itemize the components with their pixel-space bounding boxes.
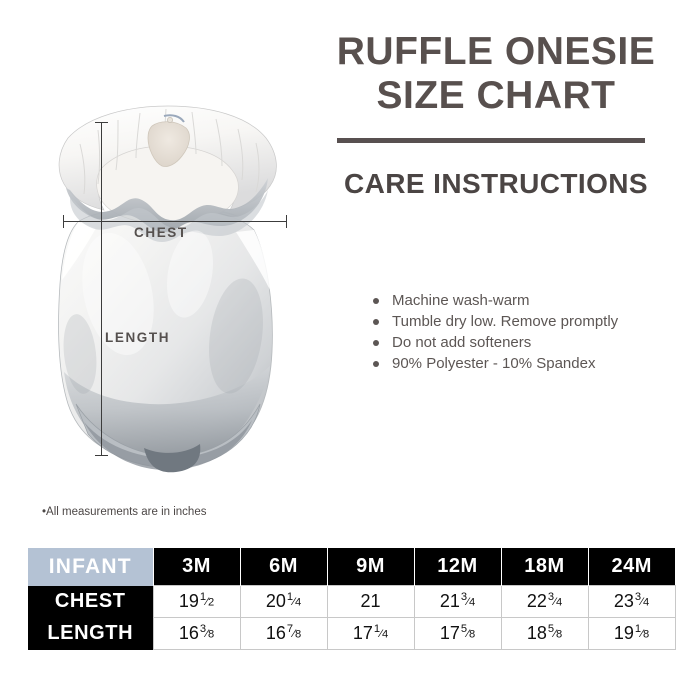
length-measure-label: LENGTH (105, 330, 171, 345)
table-row: CHEST 191⁄2 201⁄4 21 213⁄4 223⁄4 233⁄4 (28, 585, 676, 618)
header-cell-infant: INFANT (28, 548, 153, 586)
cell-chest-9m: 21 (326, 585, 415, 618)
cell-length-9m: 171⁄4 (326, 617, 415, 650)
care-item-text: Machine wash-warm (392, 292, 530, 309)
bullet-icon (373, 318, 379, 325)
row-label-length: LENGTH (28, 617, 153, 650)
measurement-units-footnote: •All measurements are in inches (42, 506, 207, 518)
header-cell-size: 6M (239, 548, 327, 586)
cell-length-18m: 185⁄8 (500, 617, 589, 650)
cell-length-12m: 175⁄8 (413, 617, 502, 650)
care-item-text: 90% Polyester - 10% Spandex (392, 355, 596, 372)
chest-measure-cap-right (286, 215, 287, 228)
header-cell-size: 18M (500, 548, 588, 586)
cell-chest-18m: 223⁄4 (500, 585, 589, 618)
chest-measure-cap-left (63, 215, 64, 228)
length-measure-cap-top (95, 122, 108, 123)
row-label-chest: CHEST (28, 585, 153, 618)
care-list-item: Machine wash-warm (372, 290, 682, 311)
care-list-item: 90% Polyester - 10% Spandex (372, 353, 682, 374)
care-instructions-list: Machine wash-warm Tumble dry low. Remove… (372, 290, 682, 374)
cell-length-24m: 191⁄8 (587, 617, 676, 650)
length-measure-cap-bottom (95, 455, 108, 456)
cell-chest-24m: 233⁄4 (587, 585, 676, 618)
page-title: RUFFLE ONESIE SIZE CHART (300, 30, 692, 118)
length-measure-line (101, 122, 102, 456)
title-line-1: RUFFLE ONESIE (336, 30, 656, 73)
size-table: INFANT 3M 6M 9M 12M 18M 24M CHEST 191⁄2 … (28, 548, 676, 650)
cell-chest-3m: 191⁄2 (152, 585, 241, 618)
cell-length-6m: 167⁄8 (239, 617, 328, 650)
cell-chest-6m: 201⁄4 (239, 585, 328, 618)
header-cell-size: 12M (413, 548, 501, 586)
header-cell-size: 9M (326, 548, 414, 586)
care-item-text: Tumble dry low. Remove promptly (392, 313, 619, 330)
care-item-text: Do not add softeners (392, 334, 532, 351)
care-instructions-heading: CARE INSTRUCTIONS (344, 168, 648, 199)
care-list-item: Do not add softeners (372, 332, 682, 353)
table-header-row: INFANT 3M 6M 9M 12M 18M 24M (28, 548, 675, 586)
chest-measure-line (63, 221, 287, 222)
bullet-icon (373, 360, 379, 367)
ruffle-onesie-image (58, 105, 277, 473)
bullet-icon (373, 339, 379, 346)
cell-length-3m: 163⁄8 (152, 617, 241, 650)
garment-illustration (40, 104, 290, 474)
header-cell-size: 24M (587, 548, 675, 586)
cell-chest-12m: 213⁄4 (413, 585, 502, 618)
header-cell-size: 3M (152, 548, 240, 586)
bullet-icon (373, 297, 379, 304)
table-row: LENGTH 163⁄8 167⁄8 171⁄4 175⁄8 185⁄8 191… (28, 617, 676, 650)
care-list-item: Tumble dry low. Remove promptly (372, 311, 682, 332)
chest-measure-label: CHEST (134, 225, 188, 240)
title-divider-rule (337, 138, 645, 143)
title-line-2: SIZE CHART (376, 74, 616, 117)
